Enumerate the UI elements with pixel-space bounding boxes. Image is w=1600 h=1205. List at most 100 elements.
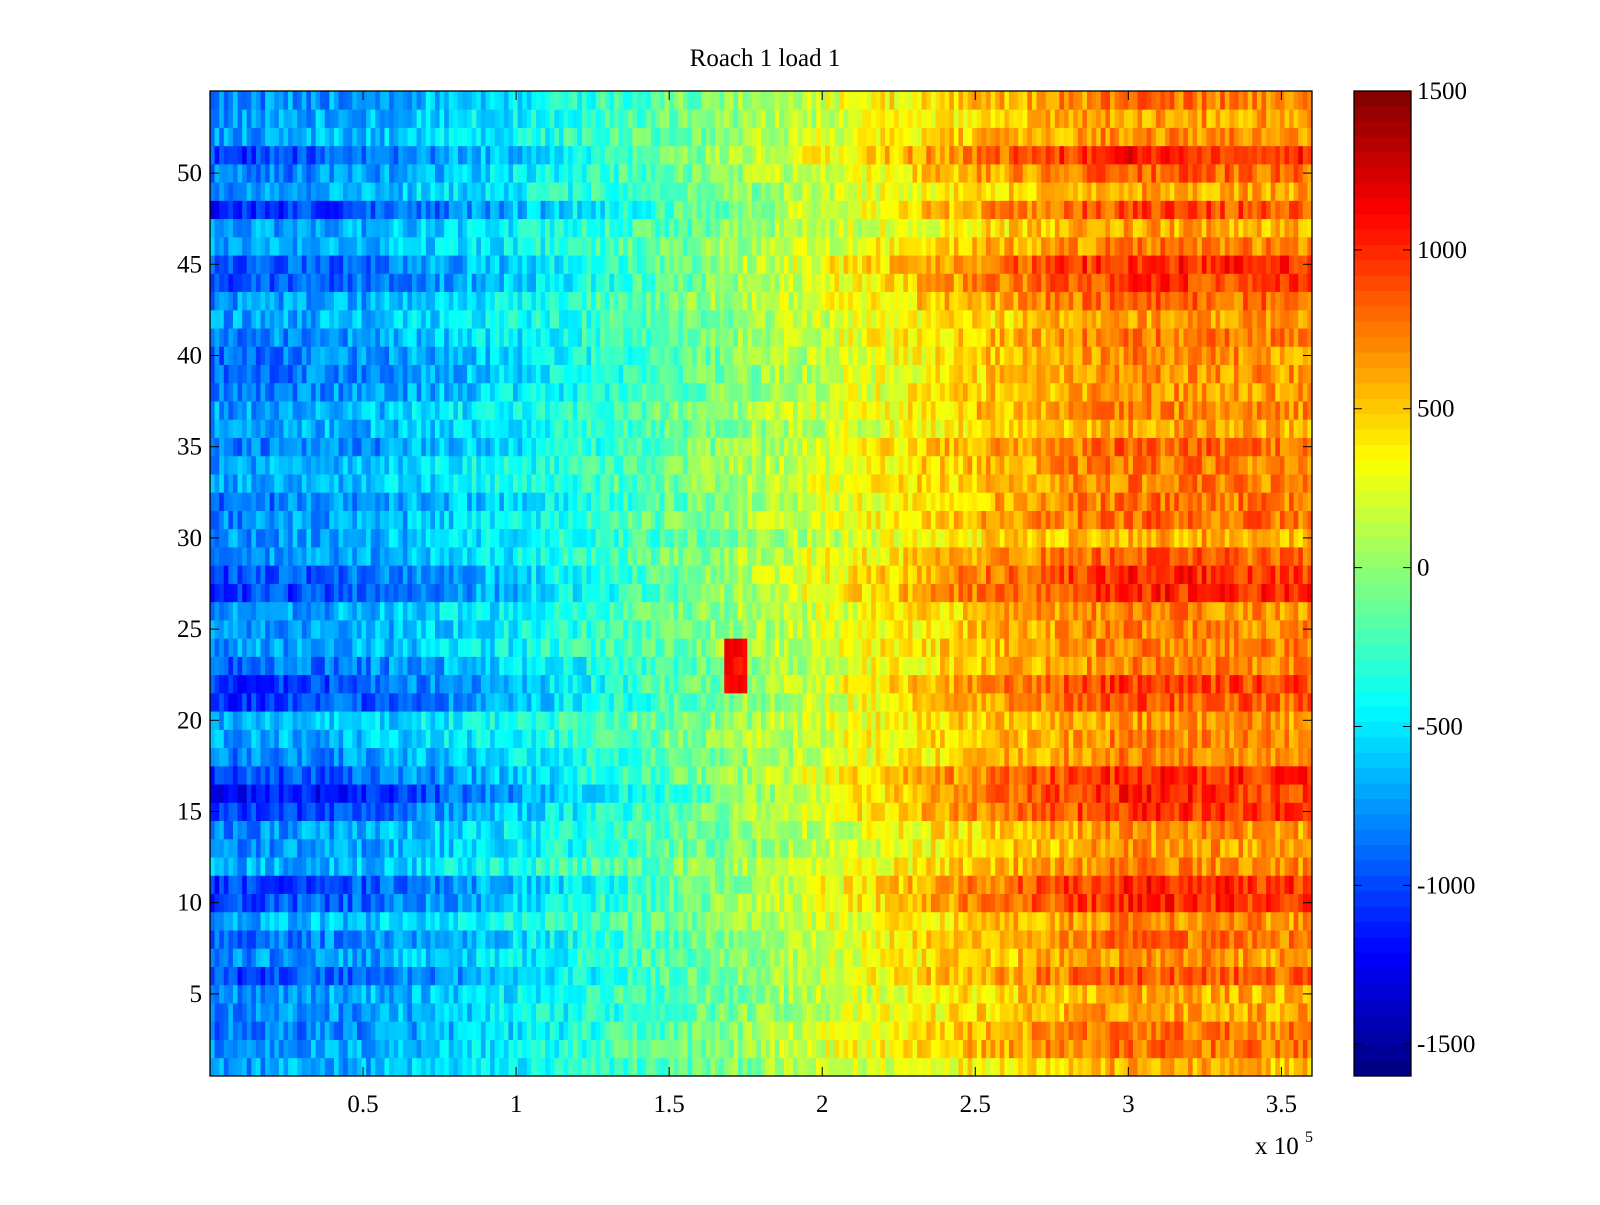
heatmap-cell (526, 1057, 532, 1077)
heatmap-cell (1128, 711, 1134, 730)
heatmap-cell (705, 747, 711, 767)
heatmap-cell (1188, 911, 1194, 931)
heatmap-cell (1275, 966, 1281, 986)
heatmap-cell (1096, 911, 1102, 931)
heatmap-cell (1008, 930, 1014, 949)
heatmap-cell (311, 948, 317, 967)
heatmap-cell (1252, 765, 1258, 785)
heatmap-cell (944, 784, 950, 803)
heatmap-cell (1293, 984, 1299, 1004)
heatmap-cell (944, 729, 950, 749)
heatmap-cell (467, 820, 473, 840)
heatmap-cell (471, 729, 477, 749)
heatmap-cell (517, 802, 523, 822)
heatmap-cell (953, 1003, 959, 1022)
heatmap-cell (1031, 893, 1037, 913)
heatmap-cell (1077, 765, 1083, 785)
heatmap-cell (884, 984, 890, 1004)
heatmap-cell (664, 893, 670, 913)
heatmap-cell (793, 911, 799, 931)
heatmap-cell (1270, 1039, 1276, 1059)
heatmap-cell (1013, 893, 1019, 913)
heatmap-cell (269, 1039, 275, 1059)
heatmap-cell (733, 802, 739, 822)
heatmap-cell (320, 966, 326, 986)
heatmap-cell (1109, 1039, 1115, 1059)
heatmap-cell (1275, 820, 1281, 840)
heatmap-cell (242, 966, 248, 986)
heatmap-cell (1068, 893, 1074, 913)
heatmap-cell (333, 948, 339, 967)
heatmap-cell (650, 747, 656, 767)
heatmap-cell (761, 1057, 766, 1077)
heatmap-cell (210, 1021, 215, 1040)
heatmap-cell (1188, 729, 1194, 749)
heatmap-cell (770, 930, 776, 949)
heatmap-cell (246, 911, 252, 931)
heatmap-cell (1284, 948, 1290, 967)
heatmap-cell (297, 966, 303, 986)
heatmap-cell (508, 984, 514, 1004)
heatmap-cell (412, 838, 418, 858)
heatmap-cell (788, 1057, 794, 1077)
heatmap-cell (646, 948, 652, 967)
heatmap-cell (889, 765, 895, 785)
heatmap-cell (1018, 692, 1024, 712)
heatmap-cell (623, 911, 629, 931)
heatmap-cell (1197, 711, 1203, 730)
heatmap-cell (641, 948, 647, 967)
heatmap-cell (1151, 838, 1157, 858)
heatmap-cell (687, 820, 693, 840)
heatmap-cell (1077, 820, 1083, 840)
heatmap-cell (434, 692, 440, 712)
heatmap-cell (269, 765, 275, 785)
heatmap-cell (604, 857, 610, 876)
heatmap-cell (513, 911, 519, 931)
heatmap-cell (650, 1057, 656, 1077)
heatmap-cell (246, 1003, 252, 1022)
heatmap-cell (1073, 692, 1079, 712)
heatmap-cell (600, 930, 606, 949)
heatmap-cell (976, 1003, 982, 1022)
heatmap-cell (407, 875, 413, 894)
heatmap-cell (1137, 1021, 1143, 1040)
heatmap-cell (889, 692, 895, 712)
heatmap-cell (641, 984, 647, 1004)
heatmap-cell (476, 784, 482, 803)
heatmap-cell (356, 1057, 362, 1077)
heatmap-cell (894, 765, 900, 785)
heatmap-cell (1128, 930, 1134, 949)
heatmap-cell (981, 1003, 987, 1022)
heatmap-cell (379, 1003, 385, 1022)
heatmap-cell (907, 1003, 913, 1022)
heatmap-cell (985, 711, 991, 730)
heatmap-cell (875, 784, 881, 803)
heatmap-cell (1302, 784, 1308, 803)
heatmap-cell (765, 893, 771, 913)
heatmap-cell (1174, 984, 1180, 1004)
heatmap-cell (540, 1003, 546, 1022)
heatmap-cell (379, 984, 385, 1004)
heatmap-cell (1054, 1039, 1060, 1059)
heatmap-cell (568, 838, 574, 858)
heatmap-cell (1155, 875, 1161, 894)
heatmap-cell (761, 893, 766, 913)
heatmap-cell (1091, 857, 1097, 876)
heatmap-cell (434, 1057, 440, 1077)
heatmap-cell (1142, 711, 1148, 730)
heatmap-cell (1091, 692, 1097, 712)
heatmap-cell (972, 692, 978, 712)
heatmap-cell (926, 765, 932, 785)
heatmap-cell (278, 1057, 284, 1077)
heatmap-cell (949, 930, 955, 949)
heatmap-cell (719, 948, 725, 967)
heatmap-cell (324, 1021, 330, 1040)
heatmap-cell (595, 966, 601, 986)
heatmap-cell (604, 984, 610, 1004)
heatmap-cell (793, 802, 799, 822)
heatmap-cell (572, 784, 578, 803)
heatmap-cell (664, 820, 670, 840)
heatmap-cell (412, 857, 418, 876)
heatmap-cell (724, 820, 730, 840)
heatmap-cell (866, 692, 872, 712)
